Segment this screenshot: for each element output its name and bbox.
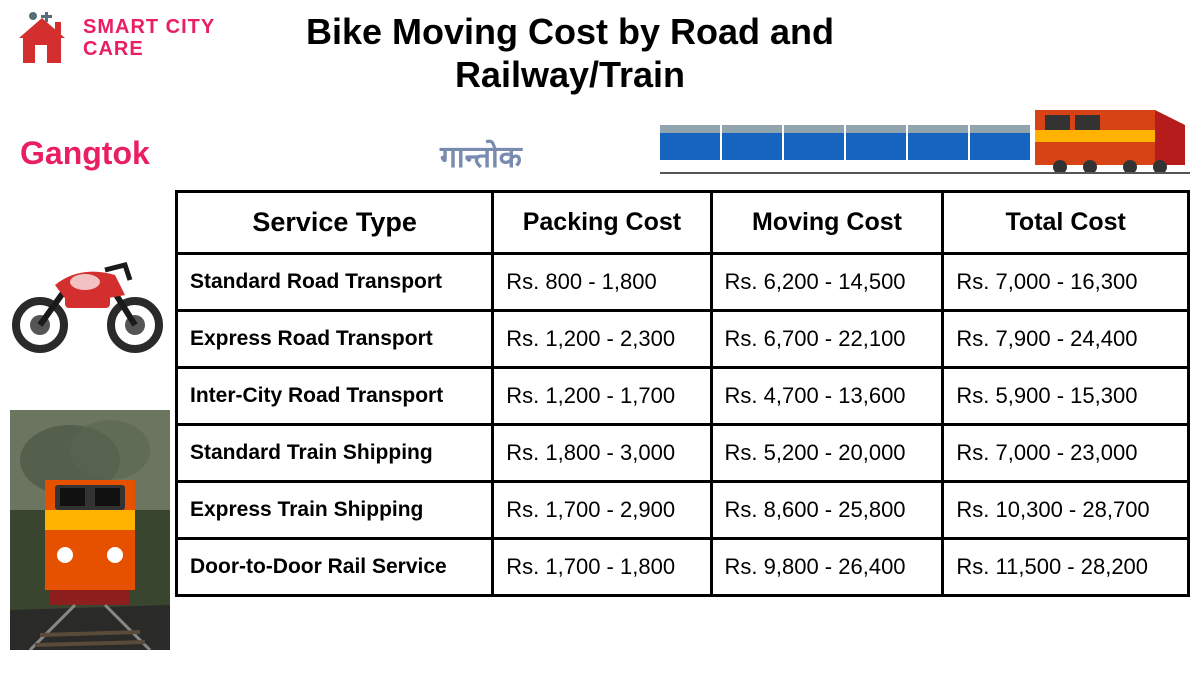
table-row: Standard Train Shipping Rs. 1,800 - 3,00… (177, 425, 1189, 482)
cell-packing: Rs. 1,200 - 1,700 (493, 368, 711, 425)
train-photo-icon (10, 410, 170, 650)
cell-packing: Rs. 1,200 - 2,300 (493, 311, 711, 368)
cell-service: Standard Train Shipping (177, 425, 493, 482)
cell-moving: Rs. 6,200 - 14,500 (711, 254, 943, 311)
cell-packing: Rs. 1,800 - 3,000 (493, 425, 711, 482)
cell-moving: Rs. 5,200 - 20,000 (711, 425, 943, 482)
cell-total: Rs. 5,900 - 15,300 (943, 368, 1189, 425)
cell-packing: Rs. 800 - 1,800 (493, 254, 711, 311)
cell-total: Rs. 11,500 - 28,200 (943, 539, 1189, 596)
city-name-hindi: गान्तोक (440, 135, 522, 176)
logo-line2: CARE (83, 38, 215, 60)
cell-total: Rs. 7,000 - 23,000 (943, 425, 1189, 482)
cell-total: Rs. 10,300 - 28,700 (943, 482, 1189, 539)
cell-packing: Rs. 1,700 - 1,800 (493, 539, 711, 596)
train-illustration-icon (660, 85, 1190, 180)
cell-total: Rs. 7,000 - 16,300 (943, 254, 1189, 311)
table-row: Door-to-Door Rail Service Rs. 1,700 - 1,… (177, 539, 1189, 596)
house-logo-icon (15, 10, 75, 65)
col-moving-cost: Moving Cost (711, 192, 943, 254)
col-service-type: Service Type (177, 192, 493, 254)
cost-table: Service Type Packing Cost Moving Cost To… (175, 190, 1190, 597)
cell-service: Standard Road Transport (177, 254, 493, 311)
motorcycle-icon (10, 240, 165, 355)
cell-total: Rs. 7,900 - 24,400 (943, 311, 1189, 368)
logo-text: SMART CITY CARE (83, 16, 215, 60)
cell-service: Express Road Transport (177, 311, 493, 368)
page-title: Bike Moving Cost by Road and Railway/Tra… (280, 10, 860, 96)
table-row: Express Train Shipping Rs. 1,700 - 2,900… (177, 482, 1189, 539)
logo-area: SMART CITY CARE (15, 10, 215, 65)
cell-service: Inter-City Road Transport (177, 368, 493, 425)
cell-moving: Rs. 4,700 - 13,600 (711, 368, 943, 425)
cell-moving: Rs. 6,700 - 22,100 (711, 311, 943, 368)
city-name-english: Gangtok (20, 135, 150, 172)
cell-moving: Rs. 9,800 - 26,400 (711, 539, 943, 596)
col-packing-cost: Packing Cost (493, 192, 711, 254)
col-total-cost: Total Cost (943, 192, 1189, 254)
table-row: Inter-City Road Transport Rs. 1,200 - 1,… (177, 368, 1189, 425)
cell-service: Express Train Shipping (177, 482, 493, 539)
table-row: Express Road Transport Rs. 1,200 - 2,300… (177, 311, 1189, 368)
cell-service: Door-to-Door Rail Service (177, 539, 493, 596)
logo-line1: SMART CITY (83, 16, 215, 38)
cell-moving: Rs. 8,600 - 25,800 (711, 482, 943, 539)
cell-packing: Rs. 1,700 - 2,900 (493, 482, 711, 539)
table-header-row: Service Type Packing Cost Moving Cost To… (177, 192, 1189, 254)
table-row: Standard Road Transport Rs. 800 - 1,800 … (177, 254, 1189, 311)
